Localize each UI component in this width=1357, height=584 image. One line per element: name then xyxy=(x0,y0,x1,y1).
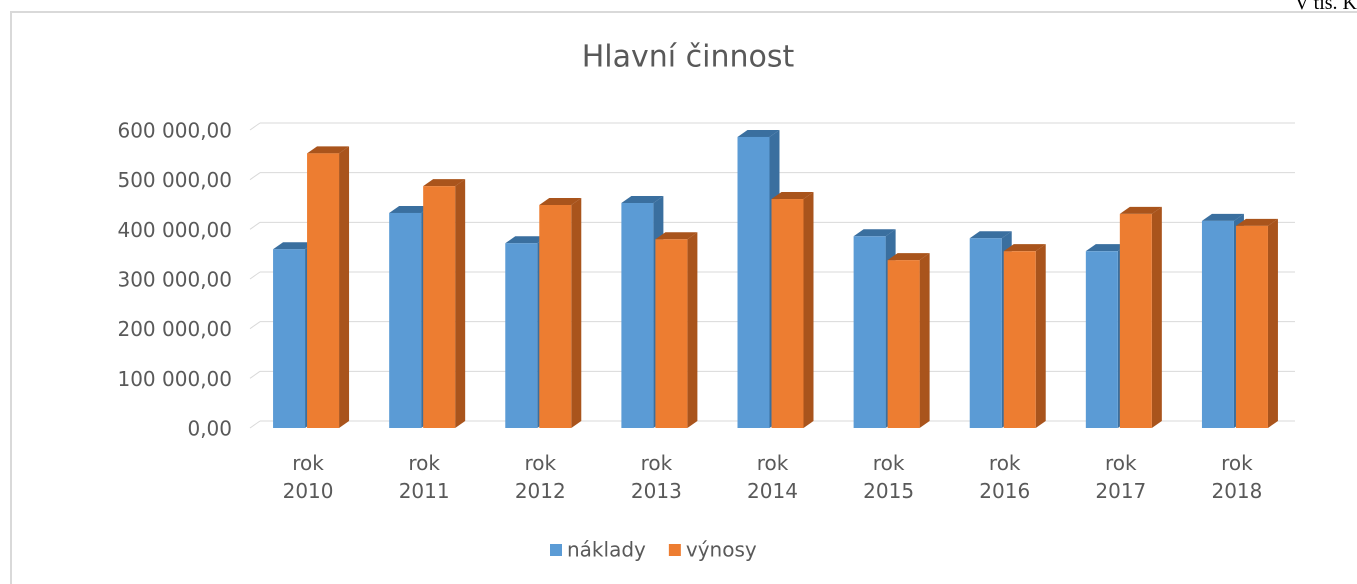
unit-note: V tis. K xyxy=(1294,0,1357,14)
grid-line-depth xyxy=(249,221,261,230)
y-tick-label: 400 000,00 xyxy=(117,218,232,242)
legend-swatch xyxy=(550,544,562,556)
bar-top xyxy=(539,197,582,205)
x-tick-label: rok 2012 xyxy=(514,451,566,503)
y-tick-label: 200 000,00 xyxy=(117,317,232,341)
bar xyxy=(539,204,572,428)
bar xyxy=(1201,220,1234,428)
bar xyxy=(307,153,340,429)
bar-top xyxy=(389,205,432,213)
bar xyxy=(621,203,654,428)
bar-side xyxy=(571,197,582,428)
bar-top xyxy=(621,196,664,204)
grid-line-depth xyxy=(249,420,261,429)
bar-side xyxy=(1267,218,1278,428)
legend-swatch xyxy=(668,544,681,556)
bar-top xyxy=(1119,206,1162,214)
bar xyxy=(853,236,886,428)
bar xyxy=(969,238,1002,428)
bar-top xyxy=(273,242,316,250)
x-tick-label: rok 2018 xyxy=(1211,451,1263,503)
bar-top xyxy=(1085,244,1128,252)
y-tick-label: 0,00 xyxy=(187,417,232,441)
bar xyxy=(771,199,804,428)
bar-side xyxy=(455,179,466,428)
chart-frame xyxy=(10,11,1357,584)
x-tick-label: rok 2017 xyxy=(1095,451,1147,503)
x-tick-label: rok 2010 xyxy=(282,451,334,503)
x-tick-label: rok 2015 xyxy=(863,451,915,503)
grid-line-depth xyxy=(249,271,261,280)
bar-top xyxy=(1235,218,1278,226)
bar-top xyxy=(737,129,780,137)
grid-line-depth xyxy=(249,370,261,379)
bar xyxy=(423,186,456,428)
bar xyxy=(1085,251,1118,428)
x-tick-label: rok 2014 xyxy=(747,451,798,503)
grid-line-depth xyxy=(249,122,261,131)
y-tick-label: 600 000,00 xyxy=(117,119,232,143)
legend-label: výnosy xyxy=(686,538,757,562)
x-tick-label: rok 2011 xyxy=(398,451,450,503)
x-tick-label: rok 2013 xyxy=(630,451,682,503)
y-tick-label: 100 000,00 xyxy=(117,367,232,391)
bar xyxy=(655,239,688,428)
bar-top xyxy=(1201,213,1244,221)
bar xyxy=(505,243,538,428)
bar-top xyxy=(969,231,1012,239)
bar-top xyxy=(887,253,930,261)
x-tick-label: rok 2016 xyxy=(979,451,1031,503)
legend-label: náklady xyxy=(567,538,646,562)
bar-top xyxy=(771,192,814,200)
bar-top xyxy=(853,229,896,237)
bar-top xyxy=(307,146,350,154)
bar xyxy=(1003,251,1036,428)
bar xyxy=(1235,225,1268,428)
y-tick-label: 300 000,00 xyxy=(117,268,232,292)
bar xyxy=(389,212,422,428)
bar-side xyxy=(919,253,930,428)
bar xyxy=(1119,213,1152,428)
bar-side xyxy=(1151,206,1162,428)
bar-top xyxy=(505,236,548,244)
bar-top xyxy=(655,232,698,240)
chart-title: Hlavní činnost xyxy=(582,40,795,75)
bar-top xyxy=(1003,244,1046,252)
bar-side xyxy=(339,146,350,429)
grid-line-depth xyxy=(249,321,261,330)
bar xyxy=(737,136,770,428)
bar-top xyxy=(423,179,466,187)
bar xyxy=(273,249,306,428)
bar xyxy=(887,260,920,428)
y-tick-label: 500 000,00 xyxy=(117,168,232,192)
grid-line-depth xyxy=(249,172,261,181)
bar-side xyxy=(803,192,814,428)
bar-side xyxy=(687,232,698,428)
bar-side xyxy=(1035,244,1046,428)
